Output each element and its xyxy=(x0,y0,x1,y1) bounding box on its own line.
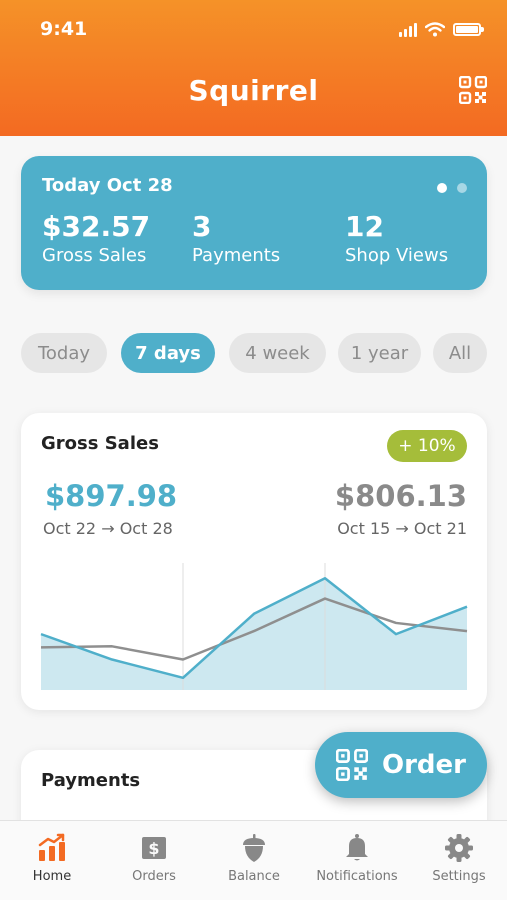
status-icons xyxy=(399,22,484,37)
stat-value: $32.57 xyxy=(42,210,151,243)
svg-text:$: $ xyxy=(148,839,159,858)
current-period-line xyxy=(40,576,468,680)
stat-value: 12 xyxy=(345,210,384,243)
stat-label: Gross Sales xyxy=(42,245,147,266)
current-date-range: Oct 22 → Oct 28 xyxy=(43,519,173,538)
tab-label: Settings xyxy=(432,869,486,884)
page-indicator[interactable] xyxy=(437,183,467,193)
current-period-total: $897.98 xyxy=(45,479,178,513)
payments-title: Payments xyxy=(41,770,141,791)
app-title: Squirrel xyxy=(188,74,319,107)
gross-sales-chart xyxy=(40,563,468,690)
tab-settings[interactable]: Settings xyxy=(409,833,507,884)
bell-icon xyxy=(346,834,368,861)
previous-date-range: Oct 15 → Oct 21 xyxy=(337,519,467,538)
qr-code-icon xyxy=(336,749,368,781)
period-chip-4-week[interactable]: 4 week xyxy=(229,333,326,373)
period-chip-all[interactable]: All xyxy=(433,333,487,373)
tab-label: Notifications xyxy=(316,869,398,884)
tab-balance[interactable]: Balance xyxy=(204,833,304,884)
period-chip-today[interactable]: Today xyxy=(21,333,107,373)
dollar-icon: $ xyxy=(142,837,166,859)
wifi-icon xyxy=(425,22,445,37)
chart-icon xyxy=(38,833,65,861)
previous-period-line xyxy=(40,597,468,661)
tab-notifications[interactable]: Notifications xyxy=(307,833,407,884)
change-badge: + 10% xyxy=(387,430,467,462)
stat-label: Payments xyxy=(192,245,281,266)
tab-label: Home xyxy=(32,869,72,884)
cellular-signal-icon xyxy=(399,22,417,37)
gear-icon xyxy=(445,834,473,862)
acorn-icon xyxy=(243,834,265,862)
page-dot-active[interactable] xyxy=(437,183,447,193)
period-selector: Today 7 days 4 week 1 year All xyxy=(21,333,487,373)
previous-period-total: $806.13 xyxy=(334,479,467,513)
stat-gross-sales: $32.57 Gross Sales xyxy=(42,210,150,266)
period-chip-7-days[interactable]: 7 days xyxy=(121,333,215,373)
page-dot[interactable] xyxy=(457,183,467,193)
order-button-label: Order xyxy=(382,750,466,780)
period-chip-1-year[interactable]: 1 year xyxy=(338,333,421,373)
bottom-tab-bar: Home $ Orders Balance Notifications xyxy=(0,820,507,900)
app-header: 9:41 Squirrel xyxy=(0,0,507,136)
stat-label: Shop Views xyxy=(345,245,449,266)
tab-label: Balance xyxy=(228,869,280,884)
qr-code-icon[interactable] xyxy=(459,76,487,104)
gross-sales-card[interactable]: Gross Sales + 10% $897.98 $806.13 Oct 22… xyxy=(21,413,487,710)
stat-payments: 3 Payments xyxy=(192,210,280,266)
tab-label: Orders xyxy=(132,869,176,884)
status-time: 9:41 xyxy=(40,18,88,40)
order-button[interactable]: Order xyxy=(315,732,487,798)
tab-orders[interactable]: $ Orders xyxy=(104,833,204,884)
gross-sales-title: Gross Sales xyxy=(41,433,159,454)
summary-date: Today Oct 28 xyxy=(42,175,173,196)
today-summary-card[interactable]: Today Oct 28 $32.57 Gross Sales 3 Paymen… xyxy=(21,156,487,290)
stat-shop-views: 12 Shop Views xyxy=(345,210,448,266)
current-period-area xyxy=(41,578,467,690)
stat-value: 3 xyxy=(192,210,212,243)
battery-icon xyxy=(453,23,484,36)
tab-home[interactable]: Home xyxy=(2,833,102,884)
